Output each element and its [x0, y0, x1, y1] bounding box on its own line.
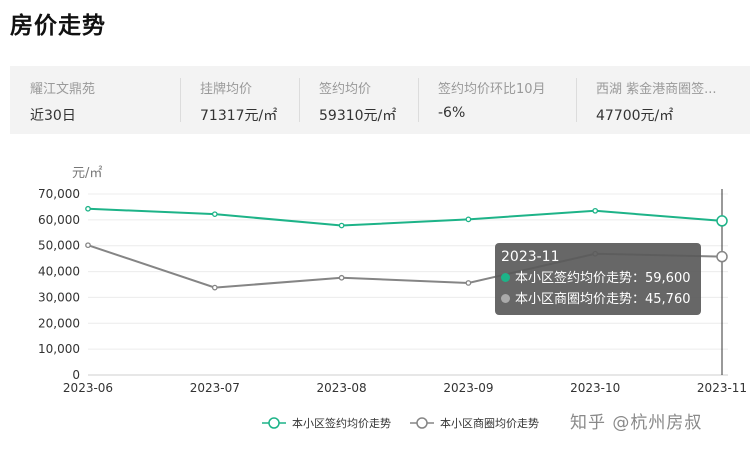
y-tick-label: 50,000 — [38, 239, 80, 253]
tooltip-row-text: 本小区签约均价走势：59,600 — [515, 271, 691, 286]
series-dot-icon — [501, 273, 510, 282]
stat-value: 47700元/㎡ — [596, 108, 674, 124]
page-title: 房价走势 — [10, 13, 106, 39]
y-tick-label: 40,000 — [38, 265, 80, 279]
y-tick-label: 70,000 — [38, 187, 80, 201]
legend-label: 本小区签约均价走势 — [292, 416, 391, 430]
y-tick-label: 0 — [72, 368, 80, 382]
legend-marker-icon — [268, 417, 280, 429]
x-tick-label: 2023-09 — [443, 381, 493, 395]
stat-label: 签约均价 — [319, 82, 372, 97]
y-tick-label: 60,000 — [38, 213, 80, 227]
x-tick-label: 2023-11 — [697, 381, 747, 395]
stat-listing-price: 挂牌均价 71317元/㎡ — [180, 66, 299, 134]
y-axis-unit-label: 元/㎡ — [72, 166, 102, 181]
series-line — [87, 207, 723, 227]
data-point — [592, 207, 599, 214]
tooltip-title: 2023-11 — [501, 249, 560, 265]
stat-label: 耀江文鼎苑 — [30, 82, 96, 97]
data-point — [716, 250, 728, 263]
stats-bar: 耀江文鼎苑 近30日 挂牌均价 71317元/㎡ 签约均价 59310元/㎡ 签… — [10, 66, 750, 134]
data-point — [85, 242, 91, 249]
x-tick-label: 2023-06 — [63, 381, 113, 395]
legend-label: 本小区商圈均价走势 — [440, 416, 539, 430]
y-tick-label: 30,000 — [38, 290, 80, 304]
data-point — [211, 284, 218, 291]
data-point — [211, 211, 218, 218]
series-dot-icon — [501, 294, 510, 303]
data-point — [85, 205, 91, 212]
stat-value: 71317元/㎡ — [200, 108, 278, 124]
stat-district-price: 西湖 紫金港商圈签... 47700元/㎡ — [576, 66, 750, 134]
data-point — [465, 216, 472, 223]
stat-label: 西湖 紫金港商圈签... — [596, 82, 717, 97]
stat-value: 59310元/㎡ — [319, 108, 397, 124]
y-tick-label: 10,000 — [38, 342, 80, 356]
price-trend-chart: 元/㎡ 0 10,000 20,000 30,000 40,000 50,000 60,000… — [38, 166, 747, 430]
data-point — [465, 280, 472, 286]
tooltip-row: 本小区签约均价走势：59,600 — [501, 268, 695, 289]
data-point — [338, 274, 345, 281]
stat-value: -6% — [438, 105, 466, 121]
watermark: 知乎 @杭州房叔 — [570, 413, 703, 433]
stat-label: 挂牌均价 — [200, 82, 253, 97]
stat-contract-price: 签约均价 59310元/㎡ — [299, 66, 418, 134]
tooltip-row-text: 本小区商圈均价走势：45,760 — [515, 292, 691, 307]
stat-value: 近30日 — [30, 108, 76, 124]
legend-marker-icon — [416, 417, 428, 429]
x-tick-label: 2023-07 — [190, 381, 240, 395]
stat-month-change: 签约均价环比10月 -6% — [418, 66, 576, 134]
chart-tooltip: 2023-11 本小区签约均价走势：59,600 本小区商圈均价走势：45,76… — [495, 243, 701, 315]
y-tick-label: 20,000 — [38, 316, 80, 330]
data-point — [716, 215, 728, 227]
stat-community: 耀江文鼎苑 近30日 — [10, 66, 180, 134]
x-tick-label: 2023-08 — [317, 381, 367, 395]
x-tick-label: 2023-10 — [570, 381, 620, 395]
stat-label: 签约均价环比10月 — [438, 82, 546, 97]
data-point — [338, 222, 345, 229]
tooltip-row: 本小区商圈均价走势：45,760 — [501, 289, 695, 310]
